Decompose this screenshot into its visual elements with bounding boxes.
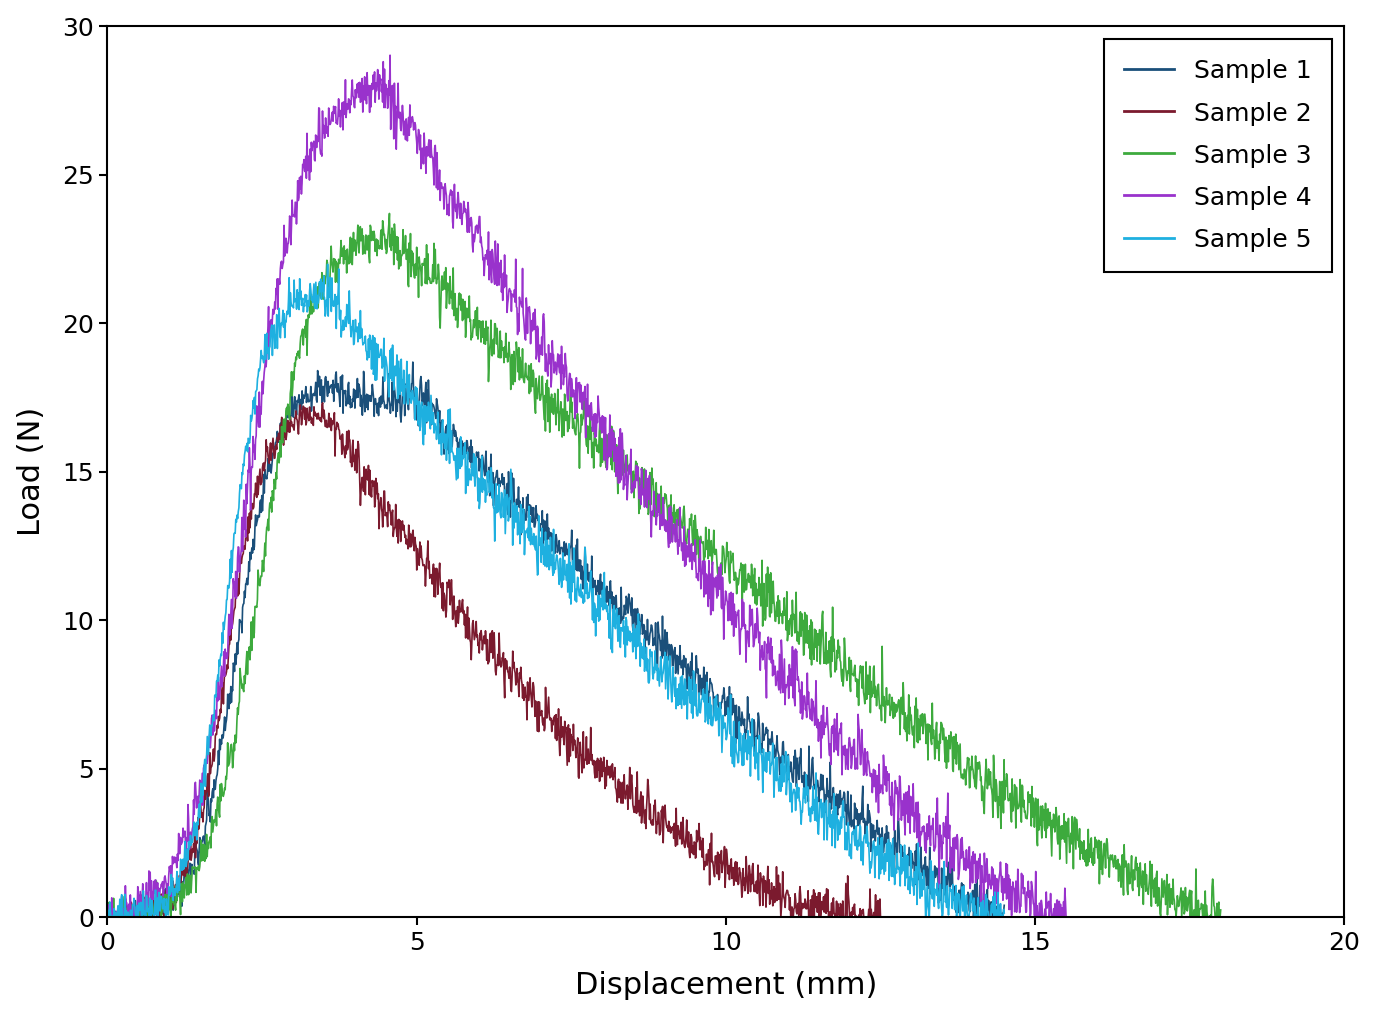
Sample 4: [196, 759, 212, 771]
Sample 2: [314, 397, 330, 409]
Legend: Sample 1, Sample 2, Sample 3, Sample 4, Sample 5: Sample 1, Sample 2, Sample 3, Sample 4, …: [1104, 39, 1332, 273]
Sample 1: [397, 378, 413, 391]
Sample 5: [319, 258, 336, 271]
Sample 5: [99, 911, 116, 923]
Sample 3: [337, 245, 354, 257]
Sample 1: [810, 781, 826, 793]
Sample 2: [452, 606, 468, 618]
Line: Sample 4: Sample 4: [107, 55, 1066, 917]
Sample 4: [870, 806, 887, 819]
Sample 5: [293, 285, 310, 297]
Sample 1: [405, 356, 421, 368]
Sample 3: [381, 207, 398, 220]
Sample 4: [99, 907, 116, 919]
Sample 2: [302, 401, 318, 413]
Sample 4: [1030, 911, 1047, 923]
Sample 3: [554, 431, 570, 443]
Sample 3: [516, 376, 533, 388]
Sample 4: [460, 207, 476, 220]
X-axis label: Displacement (mm): Displacement (mm): [574, 971, 877, 1001]
Sample 1: [275, 418, 292, 430]
Sample 1: [890, 820, 906, 832]
Sample 1: [99, 911, 116, 923]
Sample 2: [600, 769, 617, 781]
Sample 5: [996, 907, 1012, 919]
Sample 1: [693, 679, 709, 692]
Sample 2: [102, 911, 118, 923]
Line: Sample 3: Sample 3: [107, 214, 1220, 917]
Sample 3: [162, 905, 179, 917]
Sample 3: [1212, 904, 1228, 916]
Sample 3: [559, 425, 576, 437]
Sample 5: [397, 398, 413, 410]
Sample 1: [297, 380, 314, 393]
Sample 5: [797, 797, 814, 810]
Sample 5: [99, 904, 116, 916]
Sample 4: [101, 911, 117, 923]
Sample 5: [799, 788, 815, 800]
Y-axis label: Load (N): Load (N): [17, 407, 45, 536]
Sample 5: [635, 641, 651, 653]
Sample 2: [509, 674, 526, 686]
Sample 4: [381, 49, 398, 61]
Sample 3: [99, 911, 116, 923]
Sample 2: [482, 631, 498, 643]
Line: Sample 5: Sample 5: [107, 264, 1004, 917]
Line: Sample 1: Sample 1: [107, 362, 1004, 917]
Sample 2: [872, 911, 888, 923]
Sample 4: [1058, 911, 1074, 923]
Sample 4: [175, 831, 191, 843]
Sample 3: [859, 669, 876, 681]
Sample 1: [996, 899, 1012, 911]
Sample 5: [695, 696, 712, 708]
Sample 2: [286, 424, 303, 436]
Line: Sample 2: Sample 2: [107, 403, 880, 917]
Sample 2: [99, 901, 116, 913]
Sample 4: [902, 827, 918, 839]
